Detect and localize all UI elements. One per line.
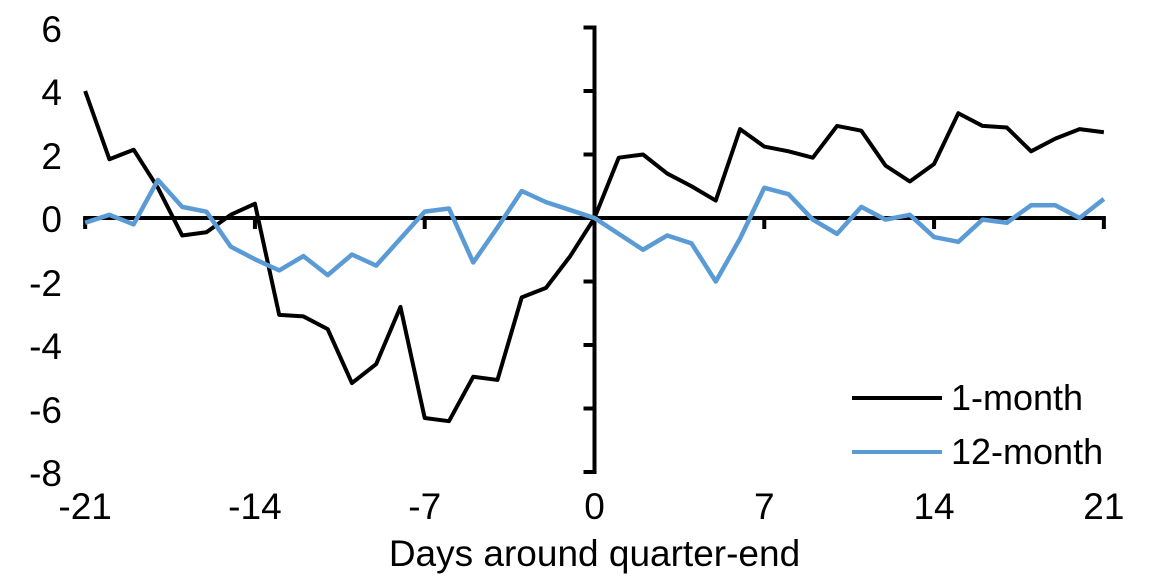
legend-line-sample-black [852, 396, 942, 400]
x-tick-label: -14 [228, 486, 282, 527]
legend-line-sample-blue [852, 449, 942, 455]
x-tick-label: 0 [584, 486, 605, 527]
y-tick-label: -6 [29, 389, 62, 431]
y-tick-label: -4 [29, 326, 62, 367]
x-tick-label: 14 [913, 486, 955, 527]
x-tick-label: 7 [753, 486, 775, 527]
legend-label-1-month: 1-month [951, 377, 1084, 418]
y-tick-label: 0 [41, 199, 62, 240]
series-line-12-month [84, 177, 1106, 284]
y-tick-label: -8 [29, 453, 62, 494]
x-tick-label: -21 [58, 486, 112, 527]
legend-item-1-month: 1-month [852, 378, 1083, 418]
y-tick-label: -2 [29, 262, 62, 304]
y-tick-label: 2 [41, 135, 62, 177]
x-axis-title: Days around quarter-end [388, 533, 801, 574]
legend-label-12-month: 12-month [951, 431, 1104, 472]
legend-item-12-month: 12-month [852, 432, 1103, 472]
x-tick-label: -7 [408, 486, 442, 527]
y-tick-label: 4 [41, 72, 62, 113]
x-tick-label: 21 [1083, 486, 1125, 527]
y-tick-label: 6 [41, 8, 62, 50]
